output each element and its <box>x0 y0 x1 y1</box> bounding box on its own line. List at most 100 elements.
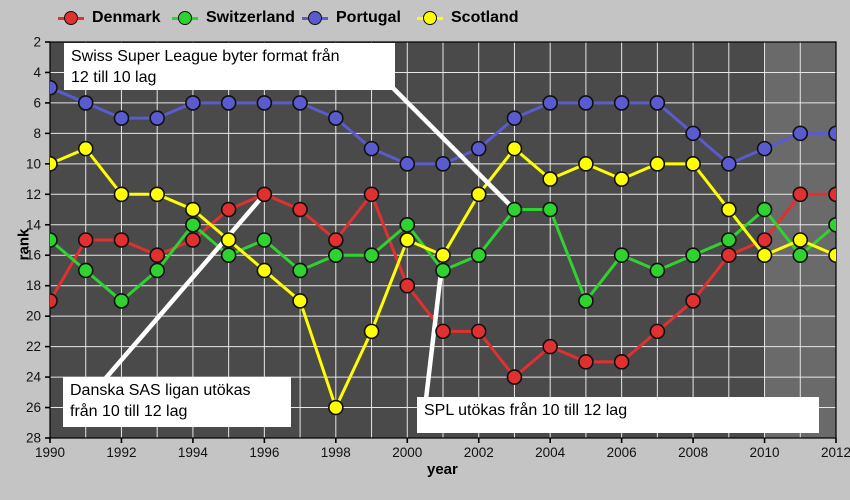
y-axis-title: rank <box>15 228 33 261</box>
legend-dot-icon <box>178 10 192 25</box>
callout-line-spl <box>423 254 446 400</box>
data-point <box>50 232 58 248</box>
annotation-box-spl: SPL utökas från 10 till 12 lag <box>417 397 819 433</box>
annotation-text-line: Swiss Super League byter format från <box>71 48 340 65</box>
data-point <box>292 262 308 279</box>
data-point <box>77 262 94 279</box>
data-point <box>792 247 809 264</box>
data-point <box>435 156 451 172</box>
data-point <box>328 399 344 416</box>
data-point <box>649 323 666 340</box>
series-markers-switzerland <box>50 201 836 309</box>
y-tick-label: 8 <box>33 126 41 141</box>
annotation-box-danska: Danska SAS ligan utökas från 10 till 12 l… <box>63 377 291 427</box>
legend-marker-icon <box>58 10 84 25</box>
data-point <box>256 95 273 111</box>
legend-marker-icon <box>302 10 328 25</box>
data-point <box>721 201 737 218</box>
y-tick-label: 24 <box>26 370 42 385</box>
callout-line-swiss <box>390 85 517 212</box>
legend-label: Scotland <box>451 9 519 26</box>
data-point <box>470 323 487 340</box>
data-point <box>721 232 737 248</box>
data-point <box>185 201 201 218</box>
y-tick-label: 2 <box>33 35 41 50</box>
data-point <box>113 293 130 309</box>
callout-line-danska <box>103 192 267 381</box>
data-point <box>399 216 416 233</box>
data-point <box>792 232 809 248</box>
data-point <box>149 262 165 279</box>
series-markers-portugal <box>50 79 836 172</box>
x-tick-label: 1992 <box>106 445 136 460</box>
y-tick-label: 4 <box>33 65 41 80</box>
legend-item-switzerland: Switzerland <box>172 9 295 27</box>
x-tick-label: 1994 <box>178 445 209 460</box>
data-point <box>363 140 380 157</box>
x-tick-label: 1990 <box>35 445 65 460</box>
data-point <box>292 201 308 218</box>
legend-marker-icon <box>172 10 198 25</box>
data-point <box>149 110 165 126</box>
tick-labels: 1990 1992 1994 1996 1998 2000 2002 2004 2006 2008… <box>26 35 850 461</box>
data-point <box>328 232 344 248</box>
data-point <box>185 232 201 248</box>
data-point <box>721 156 737 172</box>
data-point <box>506 369 523 385</box>
data-point <box>613 354 630 370</box>
data-point <box>220 201 237 218</box>
data-point <box>363 186 380 203</box>
data-point <box>470 186 487 203</box>
legend-item-scotland: Scotland <box>417 9 519 27</box>
data-point <box>828 216 836 233</box>
legend-dot-icon <box>64 10 78 25</box>
data-point <box>399 232 416 248</box>
data-point <box>649 156 666 172</box>
x-tick-label: 2002 <box>464 445 494 460</box>
data-point <box>613 171 630 187</box>
x-tick-label: 2004 <box>535 445 566 460</box>
data-point <box>613 247 630 264</box>
series-layer <box>50 79 836 416</box>
chart-legend: Denmark Switzerland Portugal Scotland <box>0 0 850 36</box>
data-point <box>149 247 165 264</box>
x-tick-label: 1998 <box>321 445 351 460</box>
x-tick-label: 2012 <box>821 445 850 460</box>
y-tick-label: 16 <box>26 248 41 263</box>
x-tick-label: 2010 <box>750 445 780 460</box>
data-point <box>435 323 451 340</box>
y-tick-label: 10 <box>26 156 41 171</box>
data-point <box>506 201 523 218</box>
data-point <box>292 293 308 309</box>
data-point <box>685 293 701 309</box>
legend-item-portugal: Portugal <box>302 9 401 27</box>
data-point <box>792 125 809 142</box>
data-point <box>470 140 487 157</box>
y-tick-label: 28 <box>26 431 41 446</box>
data-point <box>756 247 773 264</box>
data-point <box>542 338 558 355</box>
data-point <box>256 262 273 279</box>
data-point <box>506 110 523 126</box>
data-point <box>256 232 273 248</box>
x-tick-label: 2000 <box>392 445 422 460</box>
series-markers-scotland <box>50 140 836 416</box>
y-tick-label: 12 <box>26 187 41 202</box>
data-point <box>685 247 701 264</box>
data-point <box>756 140 773 157</box>
data-point <box>542 171 558 187</box>
data-point <box>435 247 451 264</box>
data-point <box>578 156 594 172</box>
data-point <box>50 79 58 96</box>
series-markers-denmark <box>50 186 836 385</box>
data-point <box>685 125 701 142</box>
data-point <box>220 95 237 111</box>
data-point <box>506 140 523 157</box>
data-point <box>578 293 594 309</box>
data-point <box>399 156 416 172</box>
data-point <box>542 95 558 111</box>
data-point <box>399 277 416 294</box>
x-tick-label: 1996 <box>249 445 279 460</box>
annotation-text-line: 12 till 10 lag <box>71 69 157 86</box>
